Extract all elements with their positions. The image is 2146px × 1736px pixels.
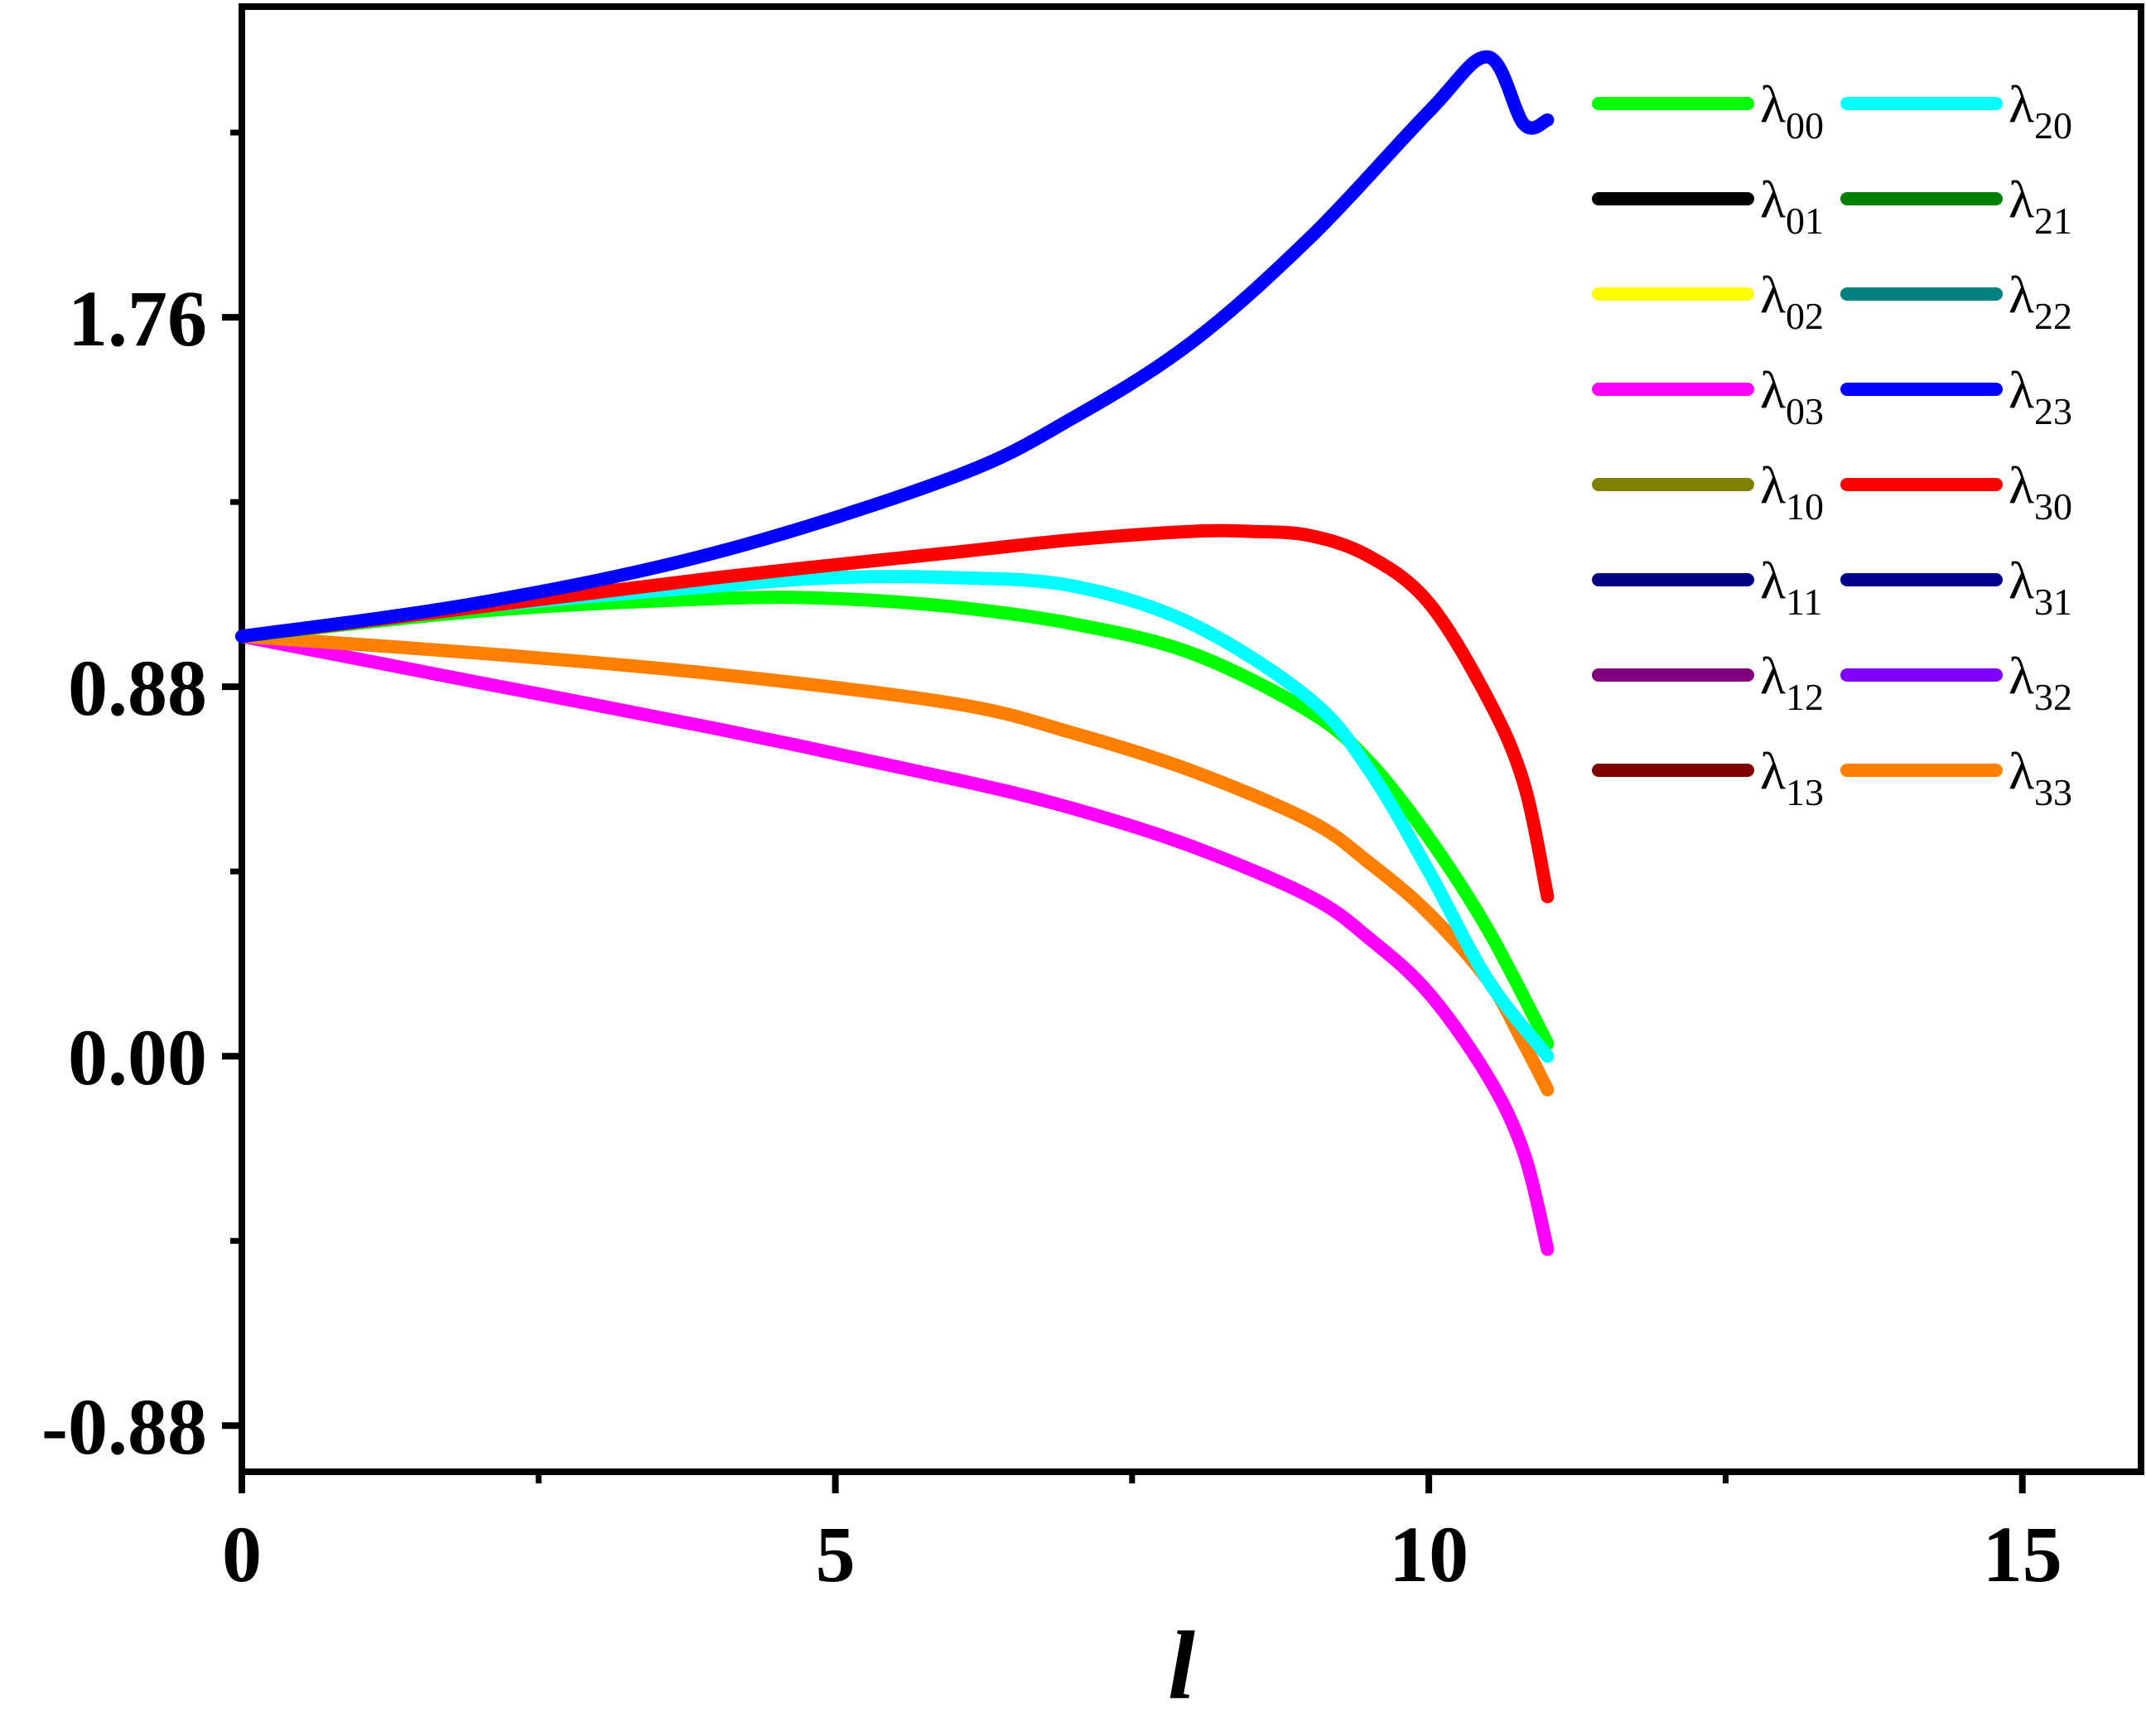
legend-label: λ20 xyxy=(2009,75,2072,147)
legend-subscript: 01 xyxy=(1786,200,1824,242)
legend-label: λ21 xyxy=(2009,170,2072,242)
legend-label: λ10 xyxy=(1760,456,1824,528)
legend-label: λ01 xyxy=(1760,170,1824,242)
x-tick-label: 5 xyxy=(816,1510,856,1599)
legend-subscript: 22 xyxy=(2034,295,2072,337)
legend-subscript: 12 xyxy=(1786,676,1824,718)
legend-label: λ12 xyxy=(1760,646,1824,718)
y-axis-ticks: -0.88 0.00 0.88 1.76 xyxy=(41,129,242,1471)
legend-subscript: 33 xyxy=(2034,771,2072,813)
legend-subscript: 13 xyxy=(1786,771,1824,813)
legend-label: λ32 xyxy=(2009,646,2072,718)
legend-symbol: λ xyxy=(2009,741,2034,800)
legend-item-21: λ21 xyxy=(1840,170,2072,242)
legend-symbol: λ xyxy=(2009,551,2034,610)
legend-label: λ02 xyxy=(1760,265,1824,337)
legend-symbol: λ xyxy=(1760,170,1786,229)
legend-subscript: 10 xyxy=(1786,485,1824,528)
y-tick-label: 0.88 xyxy=(68,644,207,732)
series-line-23 xyxy=(235,50,1555,644)
y-tick-label: 0.00 xyxy=(68,1013,207,1102)
x-axis-ticks: 0 5 10 15 xyxy=(222,1472,2062,1599)
legend-subscript: 20 xyxy=(2034,104,2072,147)
legend-subscript: 00 xyxy=(1786,104,1824,147)
x-tick-label: 15 xyxy=(1983,1510,2062,1599)
x-axis-label: l xyxy=(1168,1611,1195,1719)
series-line-00 xyxy=(235,591,1555,1050)
legend-symbol: λ xyxy=(2009,456,2034,514)
plot-frame xyxy=(239,3,2144,1475)
legend-item-13: λ13 xyxy=(1592,741,1824,813)
legend-item-23: λ23 xyxy=(1840,360,2072,432)
legend-label: λ33 xyxy=(2009,741,2072,813)
legend-symbol: λ xyxy=(2009,646,2034,705)
legend-item-20: λ20 xyxy=(1840,75,2072,147)
legend-symbol: λ xyxy=(1760,265,1786,324)
legend-item-33: λ33 xyxy=(1840,741,2072,813)
series-lines xyxy=(235,50,1555,1256)
legend-item-32: λ32 xyxy=(1840,646,2072,718)
legend-item-03: λ03 xyxy=(1592,360,1824,432)
x-tick-label: 0 xyxy=(222,1510,262,1599)
legend-item-02: λ02 xyxy=(1592,265,1824,337)
legend-label: λ00 xyxy=(1760,75,1824,147)
y-tick-label: -0.88 xyxy=(41,1382,207,1471)
legend-symbol: λ xyxy=(1760,360,1786,419)
legend-symbol: λ xyxy=(1760,456,1786,514)
legend-subscript: 23 xyxy=(2034,390,2072,432)
legend-item-11: λ11 xyxy=(1592,551,1822,623)
legend-label: λ31 xyxy=(2009,551,2072,623)
legend-subscript: 32 xyxy=(2034,676,2072,718)
legend-subscript: 11 xyxy=(1786,581,1822,623)
legend-item-01: λ01 xyxy=(1592,170,1824,242)
legend-item-12: λ12 xyxy=(1592,646,1824,718)
legend-label: λ13 xyxy=(1760,741,1824,813)
legend-symbol: λ xyxy=(1760,551,1786,610)
legend-symbol: λ xyxy=(2009,75,2034,133)
legend-subscript: 03 xyxy=(1786,390,1824,432)
legend-subscript: 21 xyxy=(2034,200,2072,242)
plot-area-border xyxy=(239,3,2144,1475)
legend-symbol: λ xyxy=(1760,75,1786,133)
series-line-33 xyxy=(235,629,1555,1097)
y-tick-label: 1.76 xyxy=(68,274,207,363)
legend-subscript: 30 xyxy=(2034,485,2072,528)
legend-item-00: λ00 xyxy=(1592,75,1824,147)
legend-symbol: λ xyxy=(1760,646,1786,705)
legend-item-30: λ30 xyxy=(1840,456,2072,528)
legend-subscript: 31 xyxy=(2034,581,2072,623)
series-line-03 xyxy=(235,629,1555,1256)
legend-label: λ03 xyxy=(1760,360,1824,432)
legend-symbol: λ xyxy=(2009,170,2034,229)
legend-symbol: λ xyxy=(1760,741,1786,800)
legend-item-22: λ22 xyxy=(1840,265,2072,337)
legend-subscript: 02 xyxy=(1786,295,1824,337)
legend-symbol: λ xyxy=(2009,265,2034,324)
legend-label: λ11 xyxy=(1760,551,1822,623)
series-line-30 xyxy=(235,523,1555,904)
legend-item-10: λ10 xyxy=(1592,456,1824,528)
legend: λ00λ01λ02λ03λ10λ11λ12λ13λ20λ21λ22λ23λ30λ… xyxy=(1592,75,2072,813)
legend-symbol: λ xyxy=(2009,360,2034,419)
legend-label: λ30 xyxy=(2009,456,2072,528)
legend-item-31: λ31 xyxy=(1840,551,2072,623)
legend-label: λ23 xyxy=(2009,360,2072,432)
x-tick-label: 10 xyxy=(1389,1510,1468,1599)
legend-label: λ22 xyxy=(2009,265,2072,337)
